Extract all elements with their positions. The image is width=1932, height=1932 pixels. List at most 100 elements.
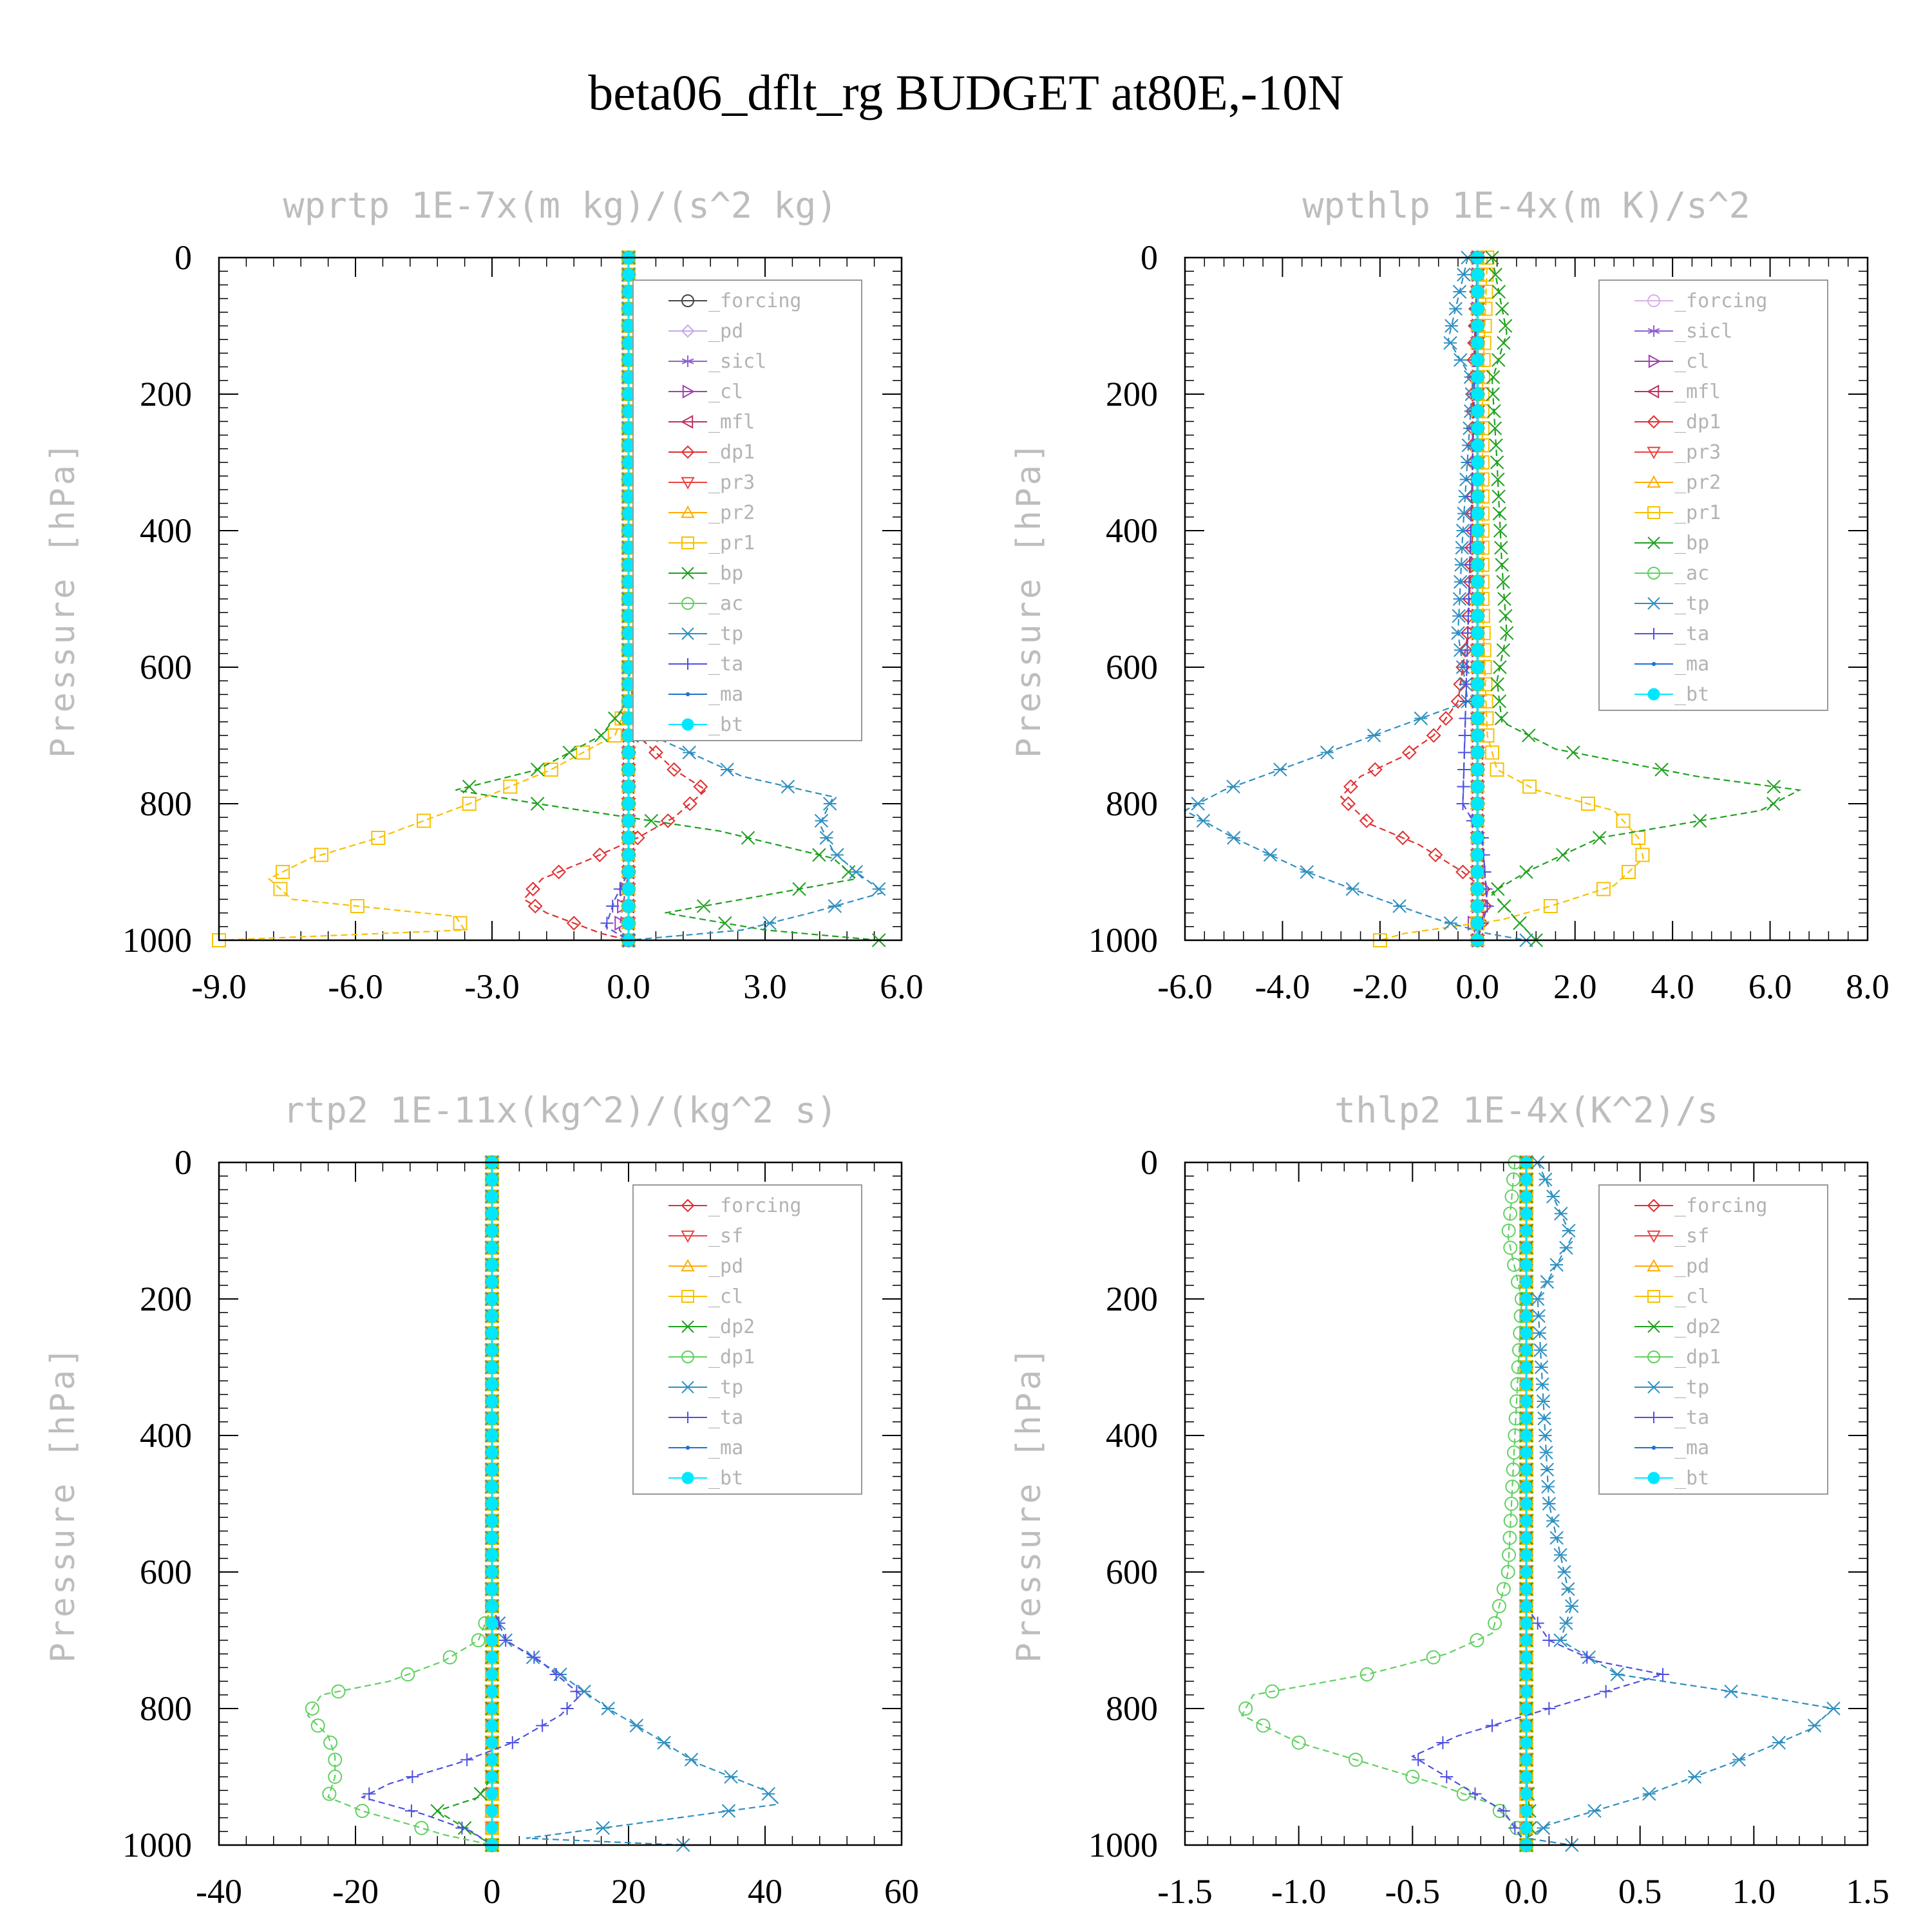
data-point-bp: [1493, 660, 1507, 674]
data-point-bp: [696, 899, 711, 913]
data-point-bt: [1520, 1668, 1533, 1681]
data-point-bt: [1520, 1190, 1533, 1203]
data-point-bt: [486, 1378, 498, 1390]
data-point-bt: [1520, 1770, 1533, 1783]
chart-panel-1: wprtp 1E-7x(m kg)/(s^2 kg) Pressure [hPa]…: [44, 185, 923, 1006]
panel-title: wprtp 1E-7x(m kg)/(s^2 kg): [283, 185, 838, 226]
data-point-tp: [1367, 728, 1381, 743]
data-point-dp1: [1238, 1701, 1253, 1716]
legend: _forcing _sf _pd _cl _dp2 _dp1 _tp _ta _ma _bt: [632, 1184, 862, 1495]
series-markers-bt: [1471, 251, 1484, 947]
data-point-bt: [1520, 1804, 1533, 1817]
data-point-bp: [594, 728, 609, 743]
y-tick-label: 0: [175, 1143, 192, 1182]
data-point-bt: [1471, 815, 1484, 827]
data-point-pr1: [273, 882, 288, 896]
y-tick-label: 1000: [1088, 921, 1158, 960]
legend-marker-tp: [1647, 1381, 1660, 1394]
data-point-dp1: [526, 882, 541, 896]
legend-marker-bt: [1647, 688, 1660, 701]
legend-entry-ta: _ta: [708, 653, 743, 676]
data-point-bt: [1520, 1617, 1533, 1629]
data-point-pr1: [1580, 797, 1595, 811]
y-tick-label: 1000: [122, 1826, 192, 1864]
data-point-bp: [530, 762, 545, 777]
data-point-dp1: [1505, 1479, 1520, 1494]
legend-entry-dp2: _dp2: [708, 1316, 755, 1338]
legend-marker-tp: [681, 1381, 694, 1394]
data-point-bt: [486, 1242, 498, 1254]
data-point-dp2: [473, 1786, 488, 1801]
y-tick-label: 600: [140, 1553, 192, 1591]
legend-entry-dp2: _dp2: [1674, 1316, 1721, 1338]
data-point-bt: [486, 1208, 498, 1220]
legend-marker-dp2: [1647, 1320, 1660, 1333]
data-point-bt: [1520, 1702, 1533, 1715]
panel-title: rtp2 1E-11x(kg^2)/(kg^2 s): [283, 1090, 838, 1131]
data-point-cl: [614, 915, 629, 931]
data-point-tp: [761, 1786, 776, 1801]
x-tick-label: 20: [611, 1872, 646, 1911]
legend-entry-pd: _pd: [708, 320, 743, 343]
series-line-dp1: [1240, 1162, 1527, 1846]
data-point-bt: [1471, 917, 1484, 929]
data-point-dp2: [430, 1804, 444, 1818]
data-point-bp: [1492, 489, 1506, 504]
series-markers-dp1: [1238, 1155, 1533, 1852]
data-point-dp1: [1503, 1240, 1518, 1255]
y-tick-label: 400: [140, 511, 192, 550]
data-point-tp: [1226, 779, 1240, 794]
data-point-tp: [1533, 1343, 1548, 1358]
series-markers-bp: [1485, 251, 1781, 947]
data-point-tp: [1540, 1274, 1555, 1289]
y-tick-label: 400: [140, 1416, 192, 1455]
data-point-bp: [1494, 711, 1509, 726]
data-point-ta: [1459, 695, 1473, 708]
legend-marker-cl: [1648, 354, 1662, 368]
panel-title: thlp2 1E-4x(K^2)/s: [1334, 1090, 1718, 1131]
data-point-bt: [1471, 644, 1484, 656]
legend-marker-dp2: [681, 1320, 694, 1333]
legend-entry-cl: _cl: [708, 1285, 743, 1308]
data-point-tp: [1457, 267, 1471, 282]
legend-entry-tp: _tp: [708, 1376, 743, 1399]
data-point-dp1: [1438, 711, 1454, 726]
data-point-bp: [1497, 336, 1511, 350]
data-point-bt: [1520, 1634, 1533, 1647]
data-point-tp: [1826, 1701, 1841, 1716]
data-point-dp1: [1506, 1463, 1520, 1477]
x-tick-label: 3.0: [743, 967, 787, 1006]
legend-entry-pd: _pd: [1674, 1255, 1709, 1278]
data-point-dp1: [1470, 1633, 1484, 1647]
data-point-tp: [1542, 1497, 1557, 1511]
data-point-ta: [1458, 729, 1472, 742]
series-markers-pr1: [212, 251, 636, 947]
data-point-ta: [1457, 746, 1471, 759]
data-point-dp1: [1395, 830, 1410, 846]
data-point-bp: [718, 916, 732, 931]
data-point-bp: [1519, 865, 1533, 879]
plot-frame: [1184, 1161, 1869, 1846]
legend-entry-bt: _bt: [708, 1467, 743, 1490]
data-point-bt: [1520, 1497, 1533, 1510]
data-point-pr1: [453, 916, 468, 931]
data-point-dp1: [1457, 643, 1473, 658]
data-point-bt: [1471, 456, 1484, 469]
legend-box: [1598, 1184, 1828, 1495]
data-point-dp1: [1503, 1206, 1518, 1221]
y-tick-label: 200: [1106, 1280, 1158, 1318]
data-point-bp: [1490, 455, 1504, 469]
data-point-dp1: [1291, 1736, 1306, 1750]
legend-entry-pr2: _pr2: [1674, 471, 1721, 494]
data-point-bt: [486, 1310, 498, 1322]
x-tick-label: 0.0: [1456, 967, 1500, 1006]
data-point-ta: [1542, 1702, 1556, 1715]
data-point-tp: [724, 1770, 738, 1784]
data-point-bt: [486, 1429, 498, 1442]
data-point-bt: [1520, 1822, 1533, 1834]
data-point-tp: [1724, 1684, 1738, 1699]
legend-entry-sf: _sf: [708, 1225, 743, 1247]
data-point-dp1: [1343, 779, 1358, 794]
data-point-dp1: [322, 1786, 337, 1801]
data-point-bp: [1497, 592, 1511, 606]
